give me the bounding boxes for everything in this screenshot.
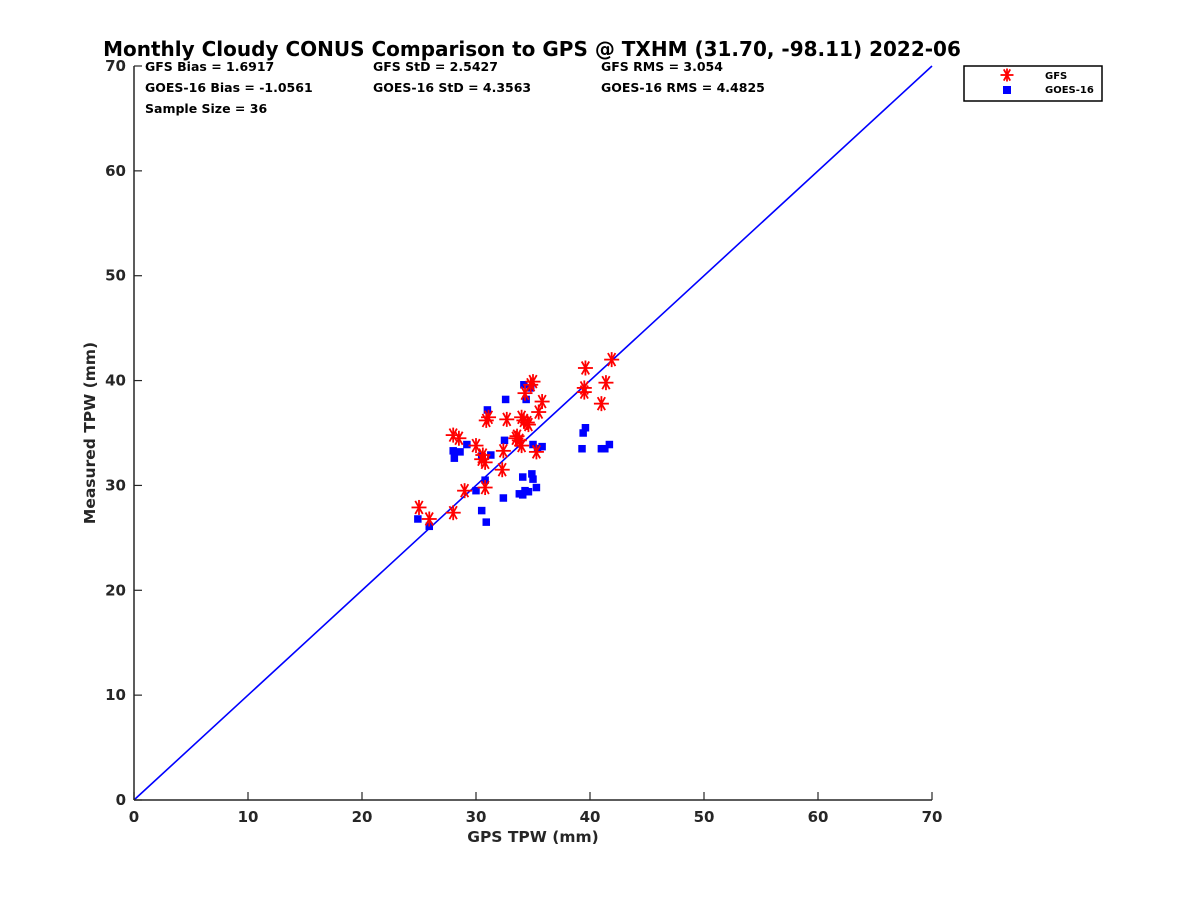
goes16-point: [578, 444, 586, 453]
y-tick-label: 30: [105, 476, 126, 494]
goes16-point: [528, 470, 536, 478]
x-tick-label: 10: [238, 808, 259, 826]
legend-gfs-asterisk: [1000, 68, 1014, 82]
gfs-point: [445, 505, 461, 521]
one-to-one-line: [133, 65, 933, 801]
y-tick-label: 50: [105, 267, 126, 285]
gfs-point: [477, 480, 493, 496]
x-ticks: 0 10 20 30 40 50 60 70: [129, 792, 943, 826]
gfs-bias-text: GFS Bias = 1.6917: [145, 59, 274, 74]
gfs-point: [576, 384, 592, 400]
goes16-point: [532, 483, 541, 492]
y-tick-label: 70: [105, 57, 126, 75]
goes16-point: [487, 451, 495, 459]
gfs-point: [517, 385, 533, 401]
gfs-point: [604, 352, 620, 368]
gfs-point: [528, 444, 544, 460]
plot-area: [133, 65, 933, 801]
y-tick-label: 0: [116, 791, 126, 809]
goes16-point: [538, 442, 546, 451]
goes16-point: [482, 518, 491, 526]
goes16-point: [518, 491, 527, 499]
gfs-point: [499, 411, 515, 427]
goes16-series: [414, 381, 614, 531]
gfs-point: [475, 447, 491, 463]
gfs-point: [445, 427, 461, 443]
gfs-point: [421, 511, 437, 527]
legend-goes16-marker: [1003, 86, 1011, 94]
goes-std-text: GOES-16 StD = 4.3563: [373, 80, 531, 95]
x-tick-label: 20: [352, 808, 373, 826]
goes16-point: [522, 395, 530, 404]
goes16-point: [605, 440, 614, 449]
y-ticks: 0 10 20 30 40 50 60 70: [105, 57, 142, 809]
goes16-point: [529, 475, 537, 483]
goes16-point: [601, 444, 609, 453]
goes16-point: [472, 486, 480, 495]
gfs-point: [411, 499, 427, 515]
legend: GFS GOES-16: [963, 65, 1103, 102]
y-tick-label: 40: [105, 372, 126, 390]
goes16-point: [499, 494, 508, 502]
goes16-point: [463, 440, 471, 449]
reference-line-group: [133, 65, 933, 801]
gfs-rms-text: GFS RMS = 3.054: [601, 59, 723, 74]
legend-box: [963, 65, 1103, 102]
y-tick-label: 10: [105, 686, 126, 704]
gfs-series: [411, 352, 620, 527]
gfs-point: [593, 396, 609, 412]
goes16-point: [529, 440, 537, 449]
y-tick-label: 60: [105, 162, 126, 180]
gfs-point: [457, 483, 473, 499]
goes16-point: [579, 429, 587, 437]
x-axis-label: GPS TPW (mm): [467, 828, 599, 846]
axes: 0 10 20 30 40 50 60 70 0 10 20 30 40 50 60 70: [105, 57, 942, 826]
chart-title: Monthly Cloudy CONUS Comparison to GPS @…: [103, 37, 961, 61]
gfs-point: [468, 438, 484, 454]
legend-gfs-marker: [1000, 68, 1014, 82]
goes16-point: [501, 395, 510, 404]
goes16-point: [518, 473, 527, 481]
sample-size-text: Sample Size = 36: [145, 101, 267, 116]
gfs-point: [495, 443, 511, 459]
gfs-std-text: GFS StD = 2.5427: [373, 59, 498, 74]
stats-annotations: GFS Bias = 1.6917 GFS StD = 2.5427 GFS R…: [145, 59, 765, 116]
x-tick-label: 0: [129, 808, 139, 826]
x-tick-label: 40: [580, 808, 601, 826]
goes16-point: [524, 487, 533, 496]
legend-gfs-label: GFS: [1045, 71, 1067, 82]
gfs-point: [481, 409, 497, 425]
goes16-point: [483, 406, 492, 414]
gfs-point: [525, 374, 541, 390]
goes16-point: [581, 424, 590, 432]
gfs-point: [534, 394, 550, 410]
x-tick-label: 30: [466, 808, 487, 826]
goes16-point: [414, 515, 422, 523]
goes16-point: [450, 454, 459, 462]
goes16-point: [456, 448, 464, 456]
gfs-point: [577, 360, 593, 376]
goes-bias-text: GOES-16 Bias = -1.0561: [145, 80, 313, 95]
x-tick-label: 50: [694, 808, 715, 826]
goes16-point: [477, 506, 486, 515]
x-tick-label: 60: [808, 808, 829, 826]
legend-goes16-label: GOES-16: [1045, 85, 1094, 96]
gfs-point: [598, 375, 614, 391]
gfs-point: [494, 462, 510, 478]
gfs-point: [509, 428, 525, 444]
x-tick-label: 70: [922, 808, 943, 826]
goes16-point: [449, 447, 457, 455]
y-tick-label: 20: [105, 581, 126, 599]
goes-rms-text: GOES-16 RMS = 4.4825: [601, 80, 765, 95]
y-axis-label: Measured TPW (mm): [81, 342, 99, 524]
gfs-point: [451, 430, 467, 446]
goes16-point: [500, 436, 509, 445]
gfs-point: [520, 417, 536, 433]
